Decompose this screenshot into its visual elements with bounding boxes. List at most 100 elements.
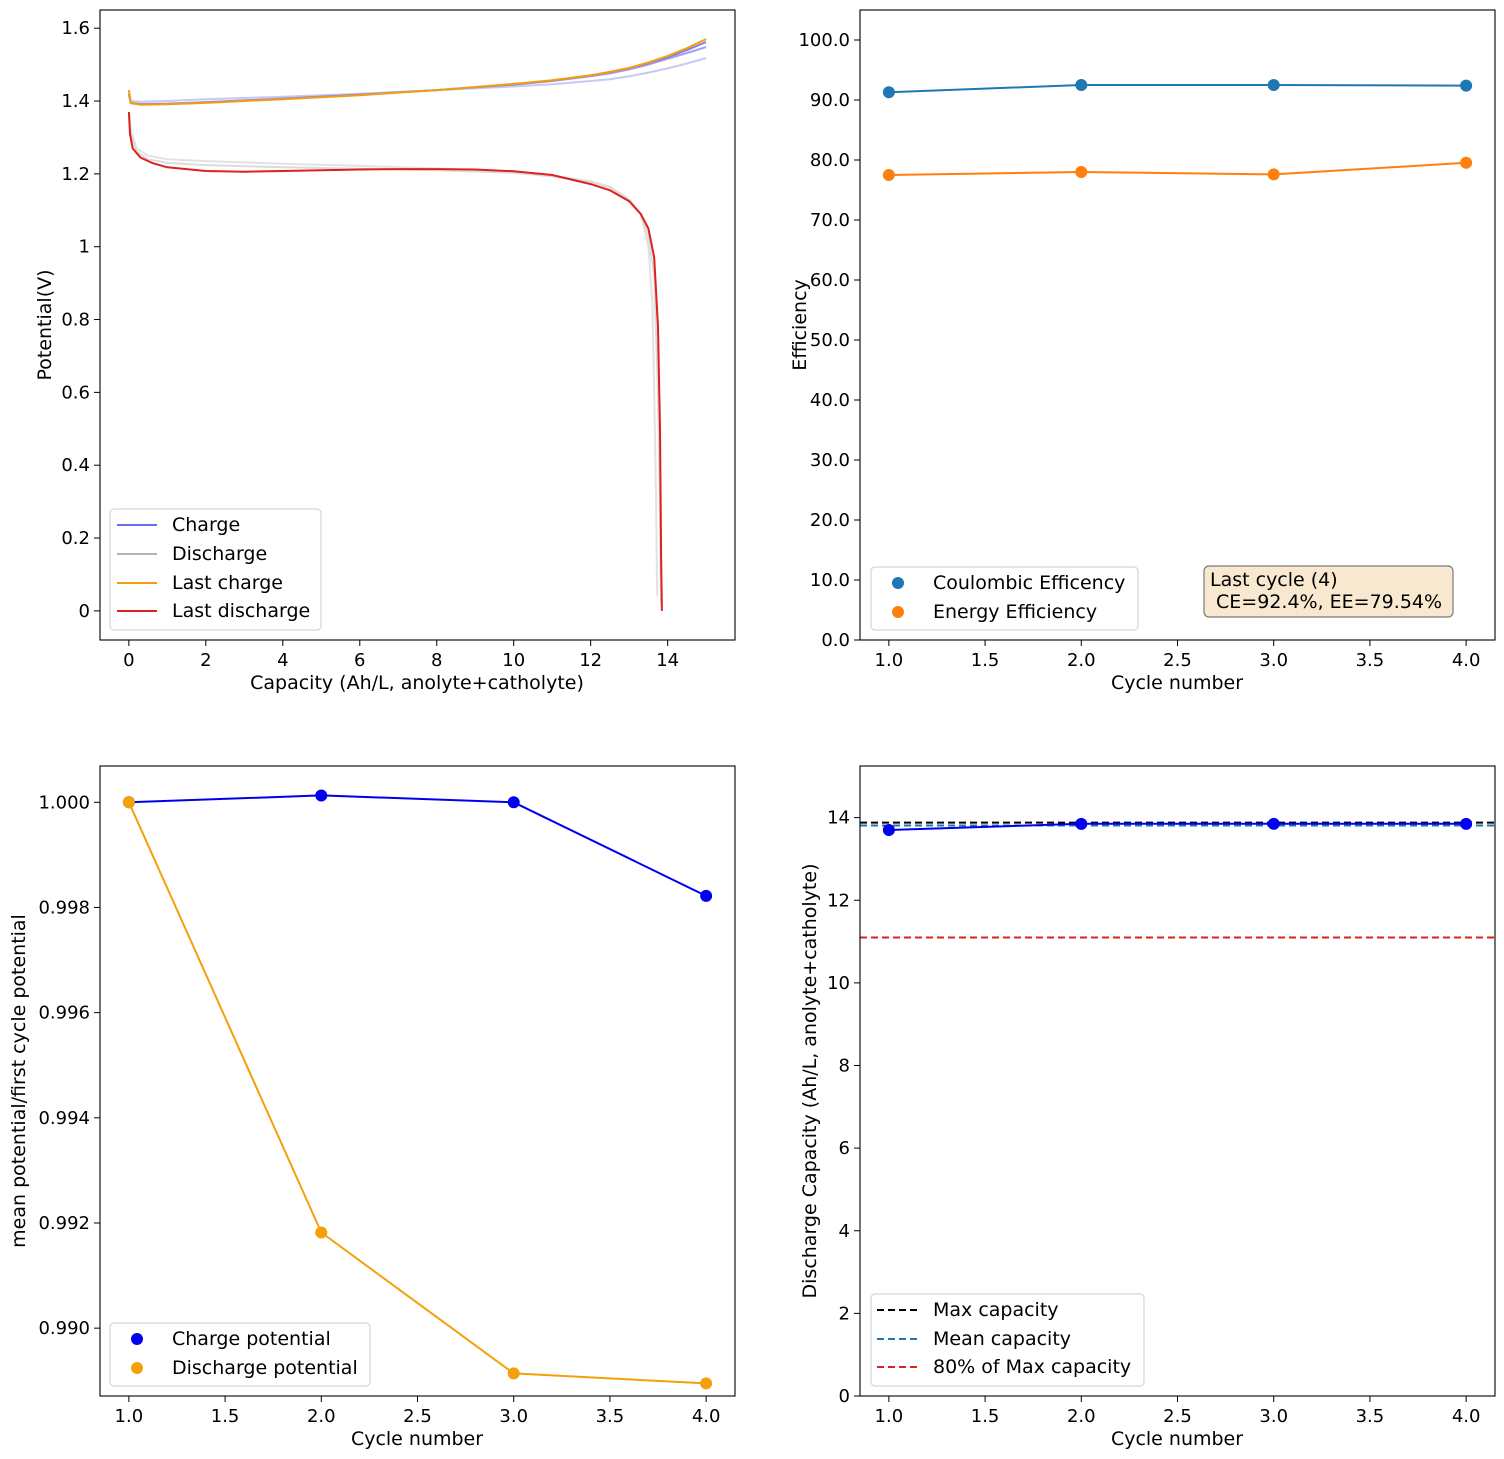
series-line-discharge-capacity	[888, 822, 1467, 831]
legend-label-charge-potential: Charge potential	[172, 1328, 331, 1350]
x-tick-label: 2.0	[1067, 1406, 1096, 1427]
x-tick-label: 4	[277, 650, 288, 671]
data-point-discharge-capacity	[1075, 817, 1088, 830]
legend-marker-discharge-potential	[131, 1362, 143, 1374]
annotation-line-1: Last cycle (4)	[1210, 569, 1338, 591]
data-point-energy-efficiency	[1460, 156, 1473, 169]
mean-potential-chart: 1.0 1.5 2.0 2.5 3.0 3.5 4.0 0.990 0.992 0.994 0.9…	[8, 765, 736, 1450]
legend-marker-energy	[892, 606, 904, 618]
efficiency-chart: 1.0 1.5 2.0 2.5 3.0 3.5 4.0 0.0 10.0 20.0 30.0 40.…	[789, 9, 1496, 694]
y-tick-label: 0.2	[61, 528, 90, 549]
legend-label-charge: Charge	[172, 514, 240, 536]
x-tick-label: 1.5	[971, 1406, 1000, 1427]
y-axis-label: mean potential/first cycle potential	[8, 914, 30, 1248]
series-line-coulombic-efficency	[888, 84, 1467, 94]
x-tick-label: 2.5	[1163, 650, 1192, 671]
legend-marker-charge-potential	[131, 1333, 143, 1345]
x-tick-label: 2.0	[1067, 650, 1096, 671]
data-point-coulombic-efficency	[1267, 79, 1280, 91]
data-point-discharge-capacity	[1267, 817, 1280, 830]
data-point-energy-efficiency	[882, 169, 895, 181]
data-point-charge-potential	[315, 789, 328, 802]
legend-label-last-discharge: Last discharge	[172, 600, 310, 622]
legend-label-energy: Energy Efficiency	[933, 601, 1097, 623]
y-tick-label: 0.8	[61, 310, 90, 331]
x-tick-label: 3.5	[596, 1406, 625, 1427]
y-tick-label: 0.4	[61, 455, 90, 476]
y-axis-label: Potential(V)	[34, 269, 56, 380]
series-line-discharge-cycle-2	[127, 111, 663, 604]
x-tick-label: 4.0	[1452, 1406, 1481, 1427]
legend: Max capacity Mean capacity 80% of Max ca…	[870, 1293, 1145, 1387]
x-axis-label: Cycle number	[351, 1428, 483, 1450]
y-tick-label: 70.0	[810, 210, 850, 231]
x-tick-label: 2.0	[307, 1406, 336, 1427]
x-tick-label: 1.5	[971, 650, 1000, 671]
y-tick-label: 0	[79, 601, 90, 622]
series-line-charge-cycle-2	[127, 46, 707, 105]
x-tick-label: 1.0	[875, 650, 904, 671]
x-tick-label: 3.0	[499, 1406, 528, 1427]
data-point-charge-potential	[700, 889, 713, 902]
data-point-discharge-capacity	[1460, 817, 1473, 830]
x-tick-label: 3.5	[1356, 1406, 1385, 1427]
series-line-charge-potential	[128, 794, 707, 897]
legend: Coulombic Efficency Energy Efficiency	[870, 566, 1139, 631]
y-tick-label: 0.992	[38, 1213, 90, 1234]
y-tick-label: 40.0	[810, 390, 850, 411]
series-line-last-charge	[127, 38, 707, 106]
potential-capacity-chart: 0 2 4 6 8 10 12 14 0 0.2 0.4 0.6 0.8 1 1.2 1.4 1.6 Capa…	[34, 9, 736, 694]
y-tick-label: 1	[79, 237, 90, 258]
legend-label-last-charge: Last charge	[172, 572, 283, 594]
last-cycle-annotation: Last cycle (4) CE=92.4%, EE=79.54%	[1203, 565, 1454, 618]
data-point-coulombic-efficency	[882, 86, 895, 99]
x-tick-label: 14	[656, 650, 679, 671]
y-tick-label: 1.4	[61, 91, 90, 112]
x-tick-label: 3.5	[1356, 650, 1385, 671]
y-tick-label: 100.0	[798, 30, 850, 51]
legend: Charge Discharge Last charge Last discha…	[109, 508, 322, 631]
y-tick-label: 0.996	[38, 1003, 90, 1024]
y-tick-label: 1.000	[38, 792, 90, 813]
x-axis-label: Capacity (Ah/L, anolyte+catholyte)	[250, 672, 584, 694]
axes-frame	[859, 9, 1496, 641]
x-tick-label: 10	[502, 650, 525, 671]
y-tick-label: 0.6	[61, 382, 90, 403]
x-tick-label: 1.0	[875, 1406, 904, 1427]
x-tick-label: 2	[200, 650, 211, 671]
y-tick-label: 50.0	[810, 330, 850, 351]
legend-label-max-capacity: Max capacity	[933, 1299, 1059, 1321]
y-tick-label: 80.0	[810, 150, 850, 171]
series-line-charge-cycle-1	[127, 57, 707, 103]
data-point-discharge-potential	[122, 796, 135, 809]
y-tick-label: 8	[839, 1056, 850, 1077]
y-tick-label: 2	[839, 1303, 850, 1324]
y-tick-label: 1.6	[61, 18, 90, 39]
y-tick-label: 30.0	[810, 450, 850, 471]
legend-label-discharge-potential: Discharge potential	[172, 1357, 358, 1379]
x-tick-label: 3.0	[1259, 650, 1288, 671]
data-point-energy-efficiency	[1267, 168, 1280, 181]
y-tick-label: 4	[839, 1221, 850, 1242]
data-point-coulombic-efficency	[1075, 79, 1088, 91]
x-tick-label: 2.5	[403, 1406, 432, 1427]
x-tick-label: 0	[123, 650, 134, 671]
x-tick-label: 4.0	[1452, 650, 1481, 671]
y-tick-label: 0.998	[38, 897, 90, 918]
series-line-charge-cycle-3	[127, 41, 707, 106]
y-tick-label: 20.0	[810, 510, 850, 531]
y-tick-label: 6	[839, 1138, 850, 1159]
x-tick-label: 6	[354, 650, 365, 671]
y-tick-label: 90.0	[810, 90, 850, 111]
data-point-discharge-potential	[315, 1226, 328, 1239]
data-point-discharge-capacity	[882, 824, 895, 837]
legend-label-discharge: Discharge	[172, 543, 267, 565]
legend-label-coulombic: Coulombic Efficency	[933, 572, 1125, 594]
axes-frame	[99, 9, 736, 641]
discharge-capacity-chart: 1.0 1.5 2.0 2.5 3.0 3.5 4.0 0 2 4 6 8 10 12 14 Cycle …	[799, 765, 1496, 1450]
axes-frame	[99, 765, 736, 1397]
y-axis-label: Discharge Capacity (Ah/L, anolyte+cathol…	[799, 864, 821, 1299]
y-tick-label: 0.0	[821, 630, 850, 651]
y-tick-label: 14	[827, 808, 850, 829]
